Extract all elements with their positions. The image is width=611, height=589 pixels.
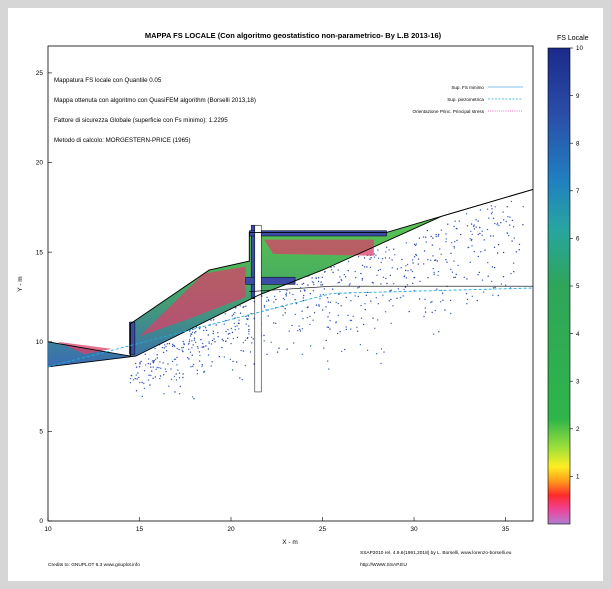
chart-title: MAPPA FS LOCALE (Con algoritmo geostatis… [145,31,442,40]
legend-label-piezometric: Sup. piezometrica [447,97,484,102]
info-algorithm: Mappa ottenuta con algoritmo con QuasiFE… [54,97,256,104]
colorbar-tick-label: 8 [576,140,580,147]
colorbar [547,47,571,525]
x-axis-label: X - m [282,539,298,546]
chart-frame: MAPPA FS LOCALE (Con algoritmo geostatis… [8,8,603,581]
colorbar-tick-label: 2 [576,426,580,433]
chart-canvas: MAPPA FS LOCALE (Con algoritmo geostatis… [17,31,589,568]
info-global-fs: Fattore di sicurezza Globale (superficie… [54,117,228,124]
legend-label-principal-stress: Orientazione Princ. Principal stress [413,109,485,114]
slope-profile-line [48,188,533,357]
x-tick-label: 30 [410,526,418,533]
colorbar-tick-label: 9 [576,93,580,100]
legend: Sup. FS minimo Sup. piezometrica Orienta… [413,85,523,114]
legend-label-min-fs: Sup. FS minimo [451,85,484,90]
colorbar-title: FS Locale [557,35,589,42]
colorbar-tick-label: 1 [576,474,580,481]
info-quantile: Mappatura FS locale con Quantile 0.05 [54,77,162,84]
y-tick-label: 20 [36,160,44,167]
colorbar-tick-label: 5 [576,283,580,290]
low-fs-zone [264,239,374,256]
x-tick-label: 20 [227,526,235,533]
colorbar-ticks: 1 2 3 4 5 6 7 8 9 10 [570,45,583,481]
pile [254,224,262,393]
piezometric-line [48,287,533,368]
colorbar-tick-label: 6 [576,236,580,243]
info-method: Metodo di calcolo: MORGESTERN-PRICE (196… [54,137,191,144]
low-fs-zone [139,266,246,337]
y-tick-label: 25 [36,70,44,77]
axes-ticks: 10 15 20 25 30 35 0 5 10 15 20 25 [36,70,510,533]
footer-software: SSAP2010 rel. 4.9.6(1991,2018) by L. Bor… [360,550,512,556]
colorbar-tick-label: 3 [576,378,580,385]
retaining-wall [249,230,387,237]
slip-surface-line [48,188,533,368]
colorbar-tick-label: 4 [576,331,580,338]
x-tick-label: 10 [44,526,52,533]
water-table-line [249,285,533,292]
y-tick-label: 15 [36,249,44,256]
x-tick-label: 35 [502,526,510,533]
lines-layer [48,188,533,368]
footer-url: http://WWW.SSAP.EU [360,562,407,568]
x-tick-label: 25 [319,526,327,533]
colorbar-tick-label: 7 [576,188,580,195]
x-tick-label: 15 [136,526,144,533]
colorbar-tick-label: 10 [576,45,583,52]
y-tick-label: 5 [39,429,43,436]
footer-credits: Credits to: GNUPLOT 6.3 www.gnuplot.info [48,562,140,568]
y-tick-label: 0 [39,518,43,525]
y-tick-label: 10 [36,339,44,346]
fs-scatter-deep [129,200,524,400]
y-axis-label: Y - m [17,276,24,291]
